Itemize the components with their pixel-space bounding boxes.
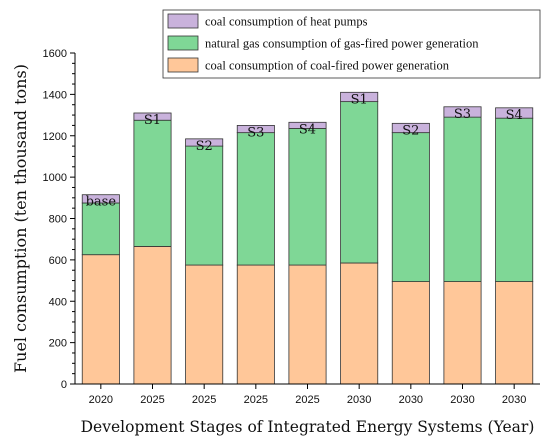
x-tick-label-4: 2025 xyxy=(295,394,319,406)
x-tick-label-0: 2020 xyxy=(89,394,113,406)
bar-segment-3-series-2 xyxy=(236,125,275,134)
x-tick-label-3: 2025 xyxy=(244,394,268,406)
legend-swatch-1 xyxy=(167,35,199,51)
bar-segment-5-series-2 xyxy=(340,91,379,103)
legend-box xyxy=(162,9,541,79)
bar-segment-5-series-1 xyxy=(340,101,379,264)
legend: coal consumption of heat pumps natural ga… xyxy=(162,9,541,79)
bar-segment-7-series-0 xyxy=(443,281,482,385)
x-tick-label-2: 2025 xyxy=(192,394,216,406)
bar-segment-1-series-1 xyxy=(133,119,172,247)
bar-segment-3-series-0 xyxy=(236,264,275,385)
bar-segment-5-series-0 xyxy=(340,262,379,385)
bar-segment-2-series-2 xyxy=(185,138,224,147)
bar-segment-1-series-2 xyxy=(133,112,172,121)
bar-segment-6-series-2 xyxy=(391,122,430,134)
x-tick-label-8: 2030 xyxy=(502,394,526,406)
y-tick-label-5: 1000 xyxy=(43,172,67,184)
bar-segment-0-series-2 xyxy=(81,194,120,204)
bar-segment-8-series-0 xyxy=(495,281,534,385)
bar-label-4: S4 xyxy=(299,122,316,137)
x-tick-label-7: 2030 xyxy=(450,394,474,406)
y-tick-label-2: 400 xyxy=(49,296,67,308)
bar-segment-4-series-1 xyxy=(288,128,327,266)
bar-segment-8-series-1 xyxy=(495,117,534,282)
y-tick-label-1: 200 xyxy=(49,338,67,350)
bar-segment-4-series-0 xyxy=(288,264,327,385)
y-tick-label-0: 0 xyxy=(61,379,67,391)
bar-segment-0-series-0 xyxy=(81,254,120,385)
bar-segment-2-series-0 xyxy=(185,264,224,385)
y-axis-title: Fuel consumption (ten thousand tons) xyxy=(11,64,30,373)
legend-label-2: coal consumption of heat pumps xyxy=(205,15,368,29)
bar-label-7: S3 xyxy=(454,107,471,122)
bar-segment-2-series-1 xyxy=(185,145,224,266)
y-tick-label-4: 800 xyxy=(49,214,67,226)
x-tick-label-6: 2030 xyxy=(399,394,423,406)
y-tick-label-7: 1400 xyxy=(43,89,67,101)
bar-segment-6-series-1 xyxy=(391,132,430,282)
legend-swatch-0 xyxy=(167,57,199,73)
axes-group: 0 200 400 600 800 1000 1200 1400 1600 2020 2025 202… xyxy=(43,48,540,406)
bar-segment-3-series-1 xyxy=(236,132,275,266)
bar-segment-8-series-2 xyxy=(495,107,534,119)
legend-label-0: coal consumption of coal-fired power gen… xyxy=(205,59,450,73)
bar-label-6: S2 xyxy=(402,123,419,138)
bar-label-5: S1 xyxy=(351,92,368,107)
bar-label-1: S1 xyxy=(144,113,161,128)
bar-label-3: S3 xyxy=(247,125,264,140)
bar-label-0: base xyxy=(86,195,117,210)
bar-labels-group: base S1 S2 S3 S4 S1 S2 S3 S4 xyxy=(86,92,523,209)
legend-label-1: natural gas consumption of gas-fired pow… xyxy=(205,37,479,51)
x-axis-title: Development Stages of Integrated Energy … xyxy=(81,418,535,436)
y-tick-label-6: 1200 xyxy=(43,131,67,143)
bar-segment-7-series-1 xyxy=(443,116,482,282)
y-tick-label-3: 600 xyxy=(49,255,67,267)
y-tick-label-8: 1600 xyxy=(43,48,67,60)
bar-label-8: S4 xyxy=(506,108,523,123)
x-tick-label-1: 2025 xyxy=(140,394,164,406)
bar-segment-6-series-0 xyxy=(391,281,430,385)
bar-segment-1-series-0 xyxy=(133,246,172,385)
bars-group xyxy=(81,91,534,385)
legend-swatch-2 xyxy=(167,13,199,29)
bar-segment-4-series-2 xyxy=(288,121,327,129)
x-tick-label-5: 2030 xyxy=(347,394,371,406)
bar-segment-0-series-1 xyxy=(81,202,120,256)
bar-segment-7-series-2 xyxy=(443,106,482,118)
bar-label-2: S2 xyxy=(196,139,213,154)
